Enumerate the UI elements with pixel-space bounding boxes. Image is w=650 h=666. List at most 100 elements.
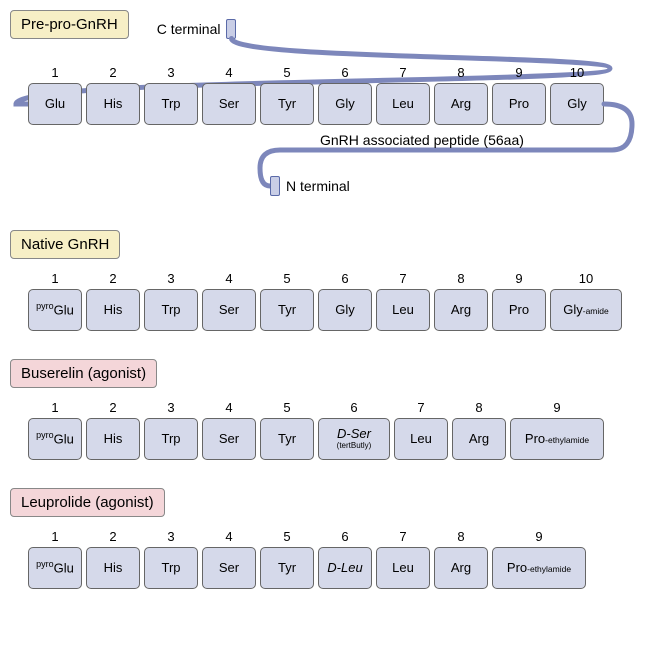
residue-label: Gly	[335, 97, 355, 111]
residue-number: 2	[87, 66, 139, 80]
residue-number: 9	[493, 66, 545, 80]
prepro-sequence: 1Glu2His3Trp4Ser5Tyr6Gly7Leu8Arg9Pro10Gl…	[28, 83, 640, 125]
residue-label: Leu	[392, 561, 414, 575]
native-residue: 7Leu	[376, 289, 430, 331]
residue-number: 5	[261, 66, 313, 80]
residue-number: 7	[377, 66, 429, 80]
residue-number: 5	[261, 401, 313, 415]
buserelin-residue: 4Ser	[202, 418, 256, 460]
residue-label: His	[104, 303, 123, 317]
native-residue: 3Trp	[144, 289, 198, 331]
residue-number: 7	[395, 401, 447, 415]
residue-label: Glu	[45, 97, 65, 111]
prepro-title: Pre-pro-GnRH	[10, 10, 129, 39]
n-terminal-box	[270, 176, 280, 196]
leuprolide-residue: 5Tyr	[260, 547, 314, 589]
residue-label: Trp	[161, 432, 180, 446]
residue-number: 6	[319, 66, 371, 80]
leuprolide-title: Leuprolide (agonist)	[10, 488, 165, 517]
residue-label: Trp	[161, 303, 180, 317]
buserelin-sequence: 1pyroGlu2His3Trp4Ser5Tyr6D-Ser(tertButly…	[28, 418, 640, 460]
prepro-section: Pre-pro-GnRH C terminal 1Glu2His3Trp4Ser…	[10, 10, 640, 202]
residue-label: Gly-amide	[563, 303, 608, 317]
leuprolide-residue: 9Pro-ethylamide	[492, 547, 586, 589]
residue-label: Pro-ethylamide	[525, 432, 589, 446]
native-section: Native GnRH 1pyroGlu2His3Trp4Ser5Tyr6Gly…	[10, 230, 640, 331]
residue-number: 4	[203, 272, 255, 286]
residue-label: Gly	[567, 97, 587, 111]
native-residue: 6Gly	[318, 289, 372, 331]
residue-number: 1	[29, 272, 81, 286]
prepro-residue: 1Glu	[28, 83, 82, 125]
native-title: Native GnRH	[10, 230, 120, 259]
native-residue: 9Pro	[492, 289, 546, 331]
leuprolide-residue: 2His	[86, 547, 140, 589]
residue-number: 8	[435, 66, 487, 80]
buserelin-residue: 6D-Ser(tertButly)	[318, 418, 390, 460]
residue-number: 4	[203, 530, 255, 544]
gap-label: GnRH associated peptide (56aa)	[320, 132, 524, 148]
buserelin-residue: 2His	[86, 418, 140, 460]
residue-number: 8	[435, 530, 487, 544]
buserelin-residue: 9Pro-ethylamide	[510, 418, 604, 460]
buserelin-section: Buserelin (agonist) 1pyroGlu2His3Trp4Ser…	[10, 359, 640, 460]
residue-label: Arg	[451, 561, 471, 575]
residue-label: Pro	[509, 303, 529, 317]
residue-number: 3	[145, 401, 197, 415]
residue-label: Ser	[219, 97, 239, 111]
leuprolide-residue: 7Leu	[376, 547, 430, 589]
residue-number: 7	[377, 272, 429, 286]
residue-number: 7	[377, 530, 429, 544]
residue-label: D-Ser	[337, 427, 371, 441]
residue-label: Tyr	[278, 561, 296, 575]
residue-number: 9	[493, 272, 545, 286]
leuprolide-residue: 6D-Leu	[318, 547, 372, 589]
residue-number: 6	[319, 272, 371, 286]
residue-label: Tyr	[278, 432, 296, 446]
prepro-residue: 4Ser	[202, 83, 256, 125]
prepro-residue: 10Gly	[550, 83, 604, 125]
residue-label: Leu	[410, 432, 432, 446]
leuprolide-section: Leuprolide (agonist) 1pyroGlu2His3Trp4Se…	[10, 488, 640, 589]
residue-number: 2	[87, 530, 139, 544]
residue-number: 1	[29, 66, 81, 80]
residue-label: Tyr	[278, 97, 296, 111]
residue-label: Trp	[161, 561, 180, 575]
leuprolide-residue: 1pyroGlu	[28, 547, 82, 589]
buserelin-residue: 5Tyr	[260, 418, 314, 460]
residue-label: His	[104, 97, 123, 111]
residue-number: 4	[203, 401, 255, 415]
native-residue: 2His	[86, 289, 140, 331]
native-residue: 4Ser	[202, 289, 256, 331]
native-sequence: 1pyroGlu2His3Trp4Ser5Tyr6Gly7Leu8Arg9Pro…	[28, 289, 640, 331]
buserelin-residue: 7Leu	[394, 418, 448, 460]
prepro-residue: 6Gly	[318, 83, 372, 125]
native-residue: 5Tyr	[260, 289, 314, 331]
buserelin-residue: 8Arg	[452, 418, 506, 460]
prepro-residue: 8Arg	[434, 83, 488, 125]
residue-number: 10	[551, 66, 603, 80]
residue-number: 10	[551, 272, 621, 286]
residue-label: Pro	[509, 97, 529, 111]
leuprolide-sequence: 1pyroGlu2His3Trp4Ser5Tyr6D-Leu7Leu8Arg9P…	[28, 547, 640, 589]
residue-number: 8	[435, 272, 487, 286]
c-terminal-label: C terminal	[157, 21, 221, 37]
prepro-residue: 3Trp	[144, 83, 198, 125]
residue-label: Trp	[161, 97, 180, 111]
residue-number: 5	[261, 530, 313, 544]
residue-label: Ser	[219, 303, 239, 317]
residue-number: 8	[453, 401, 505, 415]
residue-label: Arg	[451, 303, 471, 317]
residue-number: 5	[261, 272, 313, 286]
prepro-residue: 9Pro	[492, 83, 546, 125]
residue-label: pyroGlu	[36, 302, 74, 318]
residue-label: pyroGlu	[36, 560, 74, 576]
n-terminal-label: N terminal	[286, 178, 350, 194]
prepro-residue: 7Leu	[376, 83, 430, 125]
residue-number: 2	[87, 401, 139, 415]
residue-label: His	[104, 432, 123, 446]
residue-number: 3	[145, 272, 197, 286]
native-residue: 1pyroGlu	[28, 289, 82, 331]
residue-label: pyroGlu	[36, 431, 74, 447]
residue-label: Leu	[392, 303, 414, 317]
